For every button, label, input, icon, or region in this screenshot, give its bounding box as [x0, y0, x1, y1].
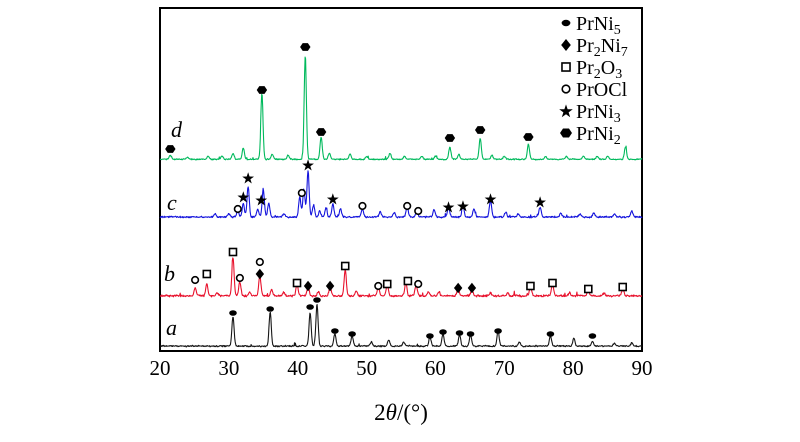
curve-a-trace [159, 303, 643, 348]
legend-label: Pr2Ni7 [576, 35, 628, 60]
peak-marker-filled-star [457, 200, 469, 212]
peak-marker-open-circle [358, 201, 367, 211]
peak-marker-filled-circle [439, 329, 447, 335]
peak-marker-filled-circle [466, 331, 475, 337]
x-tick-label: 70 [494, 356, 515, 380]
legend-symbol-filled-circle-icon [561, 19, 571, 27]
curve-c-trace [159, 170, 643, 219]
peak-marker-filled-star [326, 193, 339, 205]
peak-marker-open-circle [255, 257, 264, 267]
peak-marker-filled-star [442, 201, 455, 213]
x-tick-label: 80 [563, 356, 584, 380]
peak-marker-filled-circle [229, 310, 237, 316]
peak-marker-open-circle [235, 273, 244, 283]
peak-marker-filled-circle [313, 297, 321, 303]
legend-item-prni5: PrNi5 [561, 13, 621, 38]
legend-symbol-open-square-icon [561, 62, 571, 72]
peak-marker-open-square [382, 279, 392, 289]
legend-label: PrNi3 [576, 101, 621, 126]
peak-marker-filled-star [237, 191, 250, 203]
peak-marker-open-circle [414, 206, 423, 216]
peak-marker-open-square [526, 281, 535, 291]
peak-marker-filled-hexagon [474, 126, 486, 134]
curve-label-a: a [166, 315, 177, 340]
peak-marker-filled-hexagon [256, 86, 268, 94]
peak-marker-filled-hexagon [165, 145, 176, 153]
peak-marker-filled-star [242, 172, 255, 184]
curve-b-trace [159, 257, 643, 298]
peak-marker-filled-diamond [255, 268, 265, 280]
peak-marker-open-square [292, 278, 302, 288]
peak-marker-open-circle [233, 204, 242, 214]
peak-marker-open-circle [414, 279, 423, 289]
peak-marker-filled-diamond [325, 280, 335, 292]
peak-marker-filled-hexagon [315, 128, 327, 136]
peak-marker-filled-circle [546, 331, 555, 337]
legend-symbol-open-circle-icon [561, 84, 571, 94]
legend-label: PrNi2 [576, 123, 621, 148]
peak-marker-open-circle [191, 275, 200, 285]
peak-marker-filled-star [255, 194, 268, 206]
curve-a-group: a [159, 297, 643, 348]
peak-marker-filled-diamond [303, 280, 313, 292]
peak-marker-open-square [583, 284, 593, 294]
peak-marker-filled-star [534, 196, 546, 208]
legend-label: PrOCl [576, 79, 628, 101]
legend-symbol-filled-star-icon [559, 104, 573, 118]
peak-marker-filled-hexagon [444, 134, 456, 142]
legend-label: Pr2O3 [576, 57, 622, 82]
peak-marker-filled-circle [494, 328, 502, 334]
legend-item-pr2o3: Pr2O3 [561, 57, 622, 82]
legend-item-procl: PrOCl [561, 79, 628, 101]
legend-item-prni2: PrNi2 [560, 123, 621, 148]
peak-marker-filled-circle [348, 331, 356, 337]
curve-d-trace [159, 56, 643, 161]
peak-marker-open-square [340, 261, 350, 271]
legend-item-pr2ni7: Pr2Ni7 [561, 35, 628, 60]
x-tick-label: 60 [425, 356, 446, 380]
peak-marker-filled-star [302, 159, 314, 171]
peak-marker-filled-circle [266, 306, 274, 312]
curve-c-group: c [159, 159, 643, 219]
peak-marker-open-square [228, 247, 238, 257]
peak-marker-open-square [618, 282, 628, 292]
peak-marker-filled-star [484, 193, 497, 205]
x-tick-label: 40 [287, 356, 308, 380]
peak-marker-filled-circle [426, 333, 434, 339]
peak-marker-open-circle [297, 188, 306, 198]
curve-label-b: b [164, 261, 175, 286]
peak-marker-filled-circle [455, 330, 464, 336]
peak-marker-open-square [548, 278, 557, 288]
plot-border [159, 7, 643, 352]
legend-item-prni3: PrNi3 [559, 101, 621, 126]
peak-marker-open-square [403, 276, 413, 286]
curve-b-group: b [159, 247, 643, 298]
x-tick-label: 50 [356, 356, 377, 380]
x-axis-title: 2θ/(°) [374, 400, 428, 425]
peak-marker-open-circle [374, 281, 383, 291]
peak-marker-filled-circle [331, 328, 339, 334]
curve-d-group: d [159, 43, 643, 161]
legend-symbol-filled-diamond-icon [561, 39, 571, 51]
peak-marker-filled-diamond [453, 282, 463, 294]
legend-label: PrNi5 [576, 13, 621, 38]
peak-marker-filled-hexagon [523, 133, 534, 141]
x-tick-label: 20 [150, 356, 171, 380]
x-tick-label: 90 [632, 356, 653, 380]
peak-marker-filled-diamond [467, 282, 477, 294]
peak-marker-filled-hexagon [300, 43, 311, 51]
curve-label-d: d [171, 117, 183, 142]
peak-marker-open-square [202, 269, 212, 279]
legend-symbol-filled-hexagon-icon [560, 128, 572, 138]
peak-marker-filled-circle [306, 304, 314, 310]
x-tick-label: 30 [218, 356, 239, 380]
peak-marker-open-circle [403, 201, 412, 211]
peak-marker-filled-circle [588, 333, 597, 339]
curve-label-c: c [167, 190, 177, 215]
